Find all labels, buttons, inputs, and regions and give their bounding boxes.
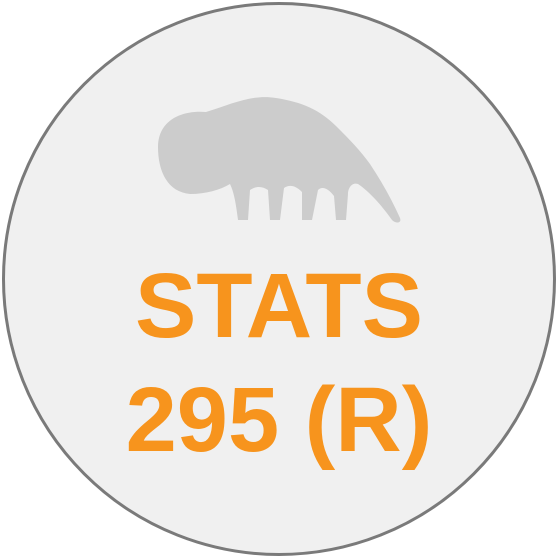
course-number: 295 (R): [125, 369, 433, 471]
course-subject: STATS: [135, 255, 423, 357]
anteater-icon: [158, 97, 401, 223]
